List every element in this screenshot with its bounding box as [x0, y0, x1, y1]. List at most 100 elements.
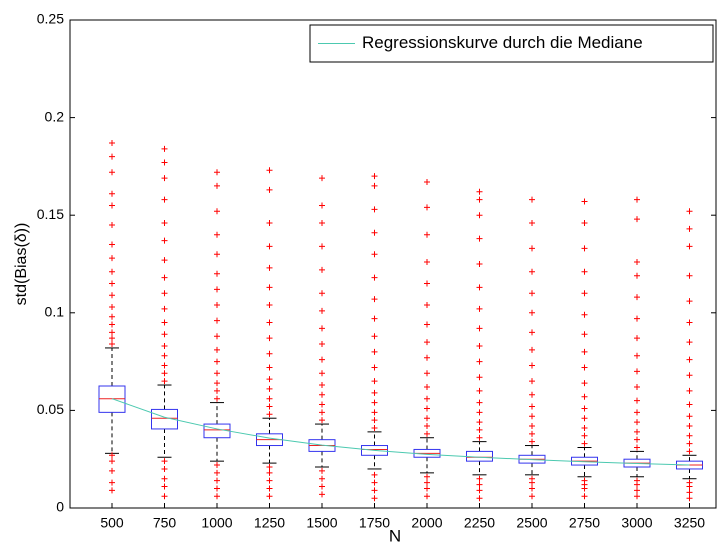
outlier: [686, 225, 693, 232]
x-tick-label: 3000: [621, 515, 652, 531]
outlier: [266, 395, 273, 402]
outlier: [581, 477, 588, 484]
outlier: [214, 485, 220, 492]
outlier: [476, 196, 483, 203]
outlier: [109, 329, 115, 336]
outlier: [686, 208, 693, 215]
outlier: [424, 493, 430, 500]
outlier: [686, 401, 693, 408]
outlier: [266, 403, 273, 410]
outlier: [319, 491, 325, 498]
outlier: [109, 452, 115, 459]
outlier: [214, 387, 220, 394]
outlier: [424, 405, 430, 412]
outlier: [266, 364, 273, 371]
outlier: [424, 479, 430, 486]
outlier: [161, 274, 168, 281]
outlier: [476, 481, 483, 488]
outlier: [424, 415, 430, 422]
outlier: [424, 179, 430, 186]
y-tick-label: 0: [56, 499, 64, 515]
outlier: [634, 487, 640, 494]
outlier: [266, 243, 273, 250]
outlier: [529, 362, 535, 369]
outlier: [634, 383, 640, 390]
outlier: [319, 356, 325, 363]
outlier: [476, 495, 483, 502]
outlier: [686, 372, 693, 379]
outlier: [214, 462, 220, 469]
legend-label: Regressionskurve durch die Mediane: [362, 33, 643, 52]
outlier: [161, 475, 168, 482]
outlier: [686, 448, 693, 455]
outlier: [319, 401, 325, 408]
outlier: [581, 220, 588, 227]
outlier: [214, 370, 220, 377]
outlier: [214, 317, 220, 324]
outlier: [424, 485, 430, 492]
outlier: [214, 208, 220, 215]
outlier: [634, 259, 640, 266]
outlier: [476, 409, 483, 416]
outlier: [371, 417, 378, 424]
outlier: [319, 467, 325, 474]
outlier: [529, 346, 535, 353]
x-tick-label: 3250: [674, 515, 705, 531]
x-tick-label: 2750: [569, 515, 600, 531]
outlier: [214, 395, 220, 402]
outlier: [581, 364, 588, 371]
outlier: [476, 475, 483, 482]
outlier: [686, 495, 693, 502]
y-tick-label: 0.1: [45, 304, 65, 320]
outlier: [371, 274, 378, 281]
outlier: [109, 241, 115, 248]
outlier: [266, 385, 273, 392]
outlier: [634, 335, 640, 342]
outlier: [161, 370, 168, 377]
outlier: [476, 434, 483, 441]
outlier: [266, 464, 273, 471]
outlier: [266, 186, 273, 193]
outlier: [109, 255, 115, 262]
outlier: [529, 329, 535, 336]
outlier: [319, 243, 325, 250]
outlier: [109, 190, 115, 197]
y-axis-label: std(Bias(δ)): [13, 223, 30, 306]
outlier: [371, 206, 378, 213]
outlier: [109, 202, 115, 209]
outlier: [686, 298, 693, 305]
outlier: [319, 290, 325, 297]
outlier: [319, 325, 325, 332]
outlier: [109, 458, 115, 465]
outlier: [371, 409, 378, 416]
outlier: [634, 397, 640, 404]
outlier: [476, 305, 483, 312]
outlier: [214, 286, 220, 293]
outlier: [424, 204, 430, 211]
outlier: [161, 458, 168, 465]
outlier: [476, 235, 483, 242]
outlier: [371, 424, 378, 431]
outlier: [424, 395, 430, 402]
x-tick-label: 1250: [254, 515, 285, 531]
outlier: [109, 313, 115, 320]
outlier: [581, 245, 588, 252]
outlier: [529, 438, 535, 445]
x-tick-label: 2500: [516, 515, 547, 531]
x-axis-label: N: [389, 526, 401, 545]
outlier: [371, 495, 378, 502]
outlier: [476, 342, 483, 349]
x-tick-label: 1750: [359, 515, 390, 531]
regression-line: [111, 398, 690, 466]
outlier: [686, 440, 693, 447]
outlier: [581, 348, 588, 355]
outlier: [529, 245, 535, 252]
outlier: [634, 196, 640, 203]
outlier: [266, 411, 273, 418]
outlier: [476, 284, 483, 291]
outlier: [214, 358, 220, 365]
outlier: [319, 382, 325, 389]
outlier: [529, 430, 535, 437]
outlier: [634, 493, 640, 500]
outlier: [634, 428, 640, 435]
